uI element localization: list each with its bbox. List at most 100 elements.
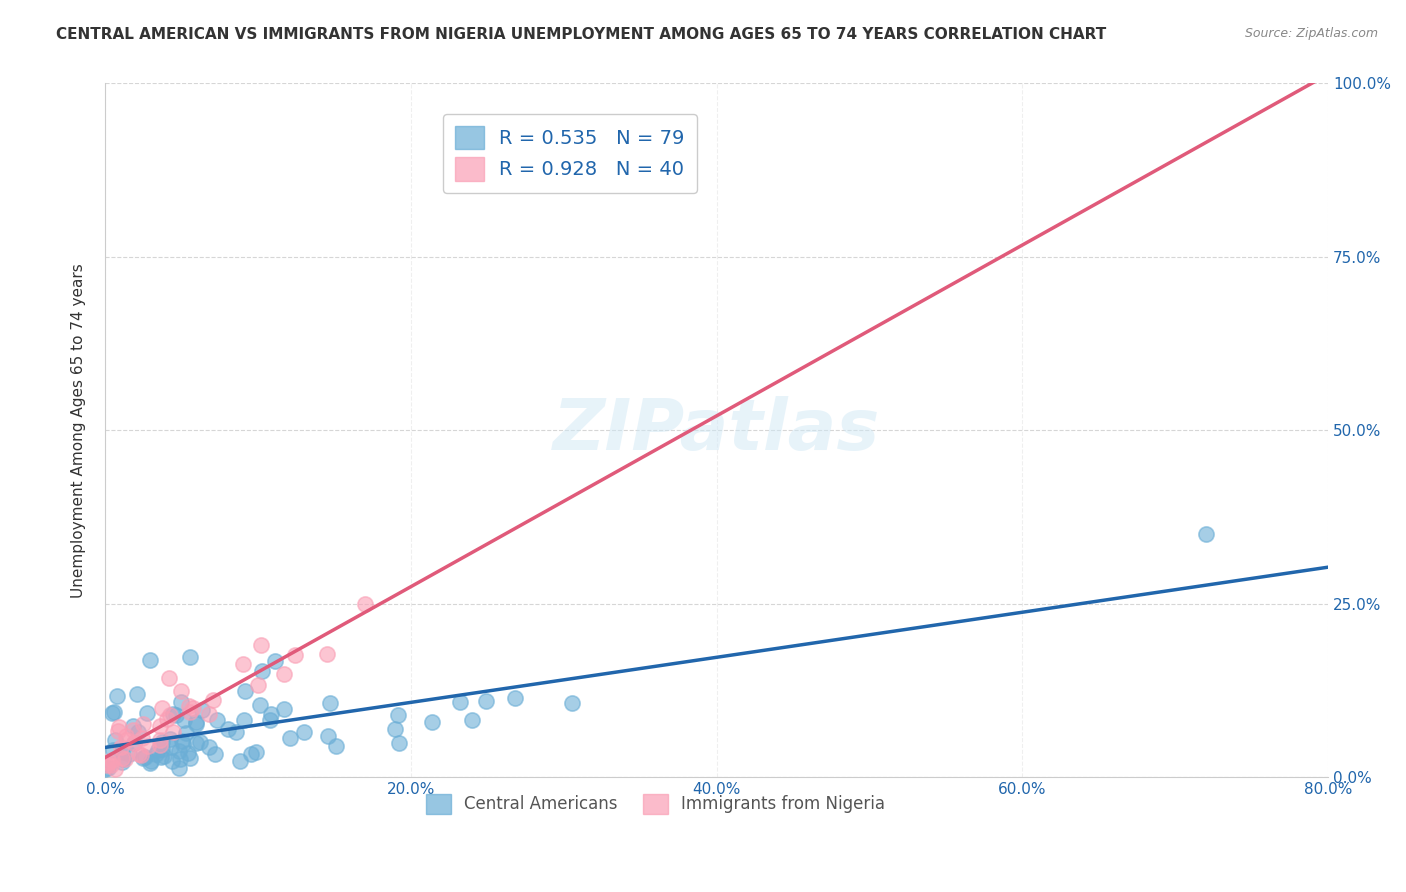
Point [111, 745, 134, 759]
Point [198, 706, 221, 721]
Point [101, 753, 124, 767]
Text: ZIPatlas: ZIPatlas [553, 396, 880, 465]
Point [179, 649, 201, 664]
Point [503, 691, 526, 706]
Point [159, 739, 181, 754]
Point [94, 763, 117, 777]
Text: CENTRAL AMERICAN VS IMMIGRANTS FROM NIGERIA UNEMPLOYMENT AMONG AGES 65 TO 74 YEA: CENTRAL AMERICAN VS IMMIGRANTS FROM NIGE… [56, 27, 1107, 42]
Point [149, 738, 172, 752]
Point [201, 692, 224, 706]
Point [422, 715, 444, 730]
Point [184, 716, 207, 731]
Point [184, 714, 207, 729]
Point [111, 755, 134, 769]
Point [157, 671, 180, 685]
Point [150, 735, 173, 749]
Point [232, 657, 254, 671]
Point [139, 652, 162, 666]
Point [561, 697, 583, 711]
Point [165, 708, 187, 723]
Legend: Central Americans, Immigrants from Nigeria: Central Americans, Immigrants from Niger… [416, 784, 896, 824]
Point [122, 723, 145, 737]
Point [145, 747, 167, 761]
Point [135, 706, 157, 720]
Point [97, 761, 120, 775]
Point [104, 762, 127, 776]
Point [259, 706, 281, 721]
Point [250, 665, 273, 679]
Point [159, 732, 181, 747]
Point [233, 713, 256, 727]
Point [114, 752, 136, 766]
Point [229, 754, 252, 768]
Point [169, 751, 191, 765]
Point [388, 736, 411, 750]
Point [150, 742, 173, 756]
Point [167, 744, 190, 758]
Point [204, 747, 226, 761]
Point [173, 713, 195, 727]
Point [247, 677, 270, 691]
Point [132, 717, 155, 731]
Point [111, 751, 134, 765]
Point [273, 702, 295, 716]
Point [118, 747, 141, 762]
Point [160, 754, 183, 768]
Point [239, 747, 262, 761]
Point [139, 756, 162, 770]
Point [249, 698, 271, 712]
Point [110, 739, 132, 754]
Point [108, 720, 131, 734]
Point [177, 698, 200, 713]
Point [325, 739, 347, 754]
Point [474, 694, 496, 708]
Text: Source: ZipAtlas.com: Source: ZipAtlas.com [1244, 27, 1378, 40]
Point [387, 708, 409, 723]
Point [198, 739, 221, 754]
Point [162, 706, 184, 721]
Point [149, 719, 172, 733]
Point [114, 730, 136, 744]
Point [159, 707, 181, 722]
Point [235, 684, 257, 698]
Point [134, 750, 156, 764]
Point [124, 736, 146, 750]
Point [128, 747, 150, 761]
Point [179, 751, 201, 765]
Point [156, 712, 179, 726]
Point [124, 736, 146, 750]
Point [105, 690, 128, 704]
Point [111, 751, 134, 765]
Point [132, 751, 155, 765]
Point [117, 733, 139, 747]
Point [225, 724, 247, 739]
Point [170, 683, 193, 698]
Point [1195, 527, 1218, 541]
Point [149, 733, 172, 747]
Point [449, 696, 471, 710]
Point [97, 755, 120, 769]
Point [207, 713, 229, 727]
Point [292, 725, 315, 739]
Point [284, 648, 307, 662]
Point [148, 743, 170, 757]
Point [129, 747, 152, 762]
Point [172, 734, 194, 748]
Point [384, 722, 406, 736]
Point [273, 667, 295, 681]
Point [125, 687, 148, 701]
Point [176, 746, 198, 760]
Point [245, 745, 267, 759]
Point [179, 705, 201, 719]
Point [107, 724, 129, 739]
Point [100, 757, 122, 772]
Point [176, 725, 198, 739]
Point [96, 758, 118, 772]
Point [162, 725, 184, 739]
Point [259, 713, 281, 727]
Point [103, 743, 125, 757]
Point [188, 734, 211, 748]
Point [316, 729, 339, 743]
Point [316, 647, 339, 661]
Point [181, 700, 204, 714]
